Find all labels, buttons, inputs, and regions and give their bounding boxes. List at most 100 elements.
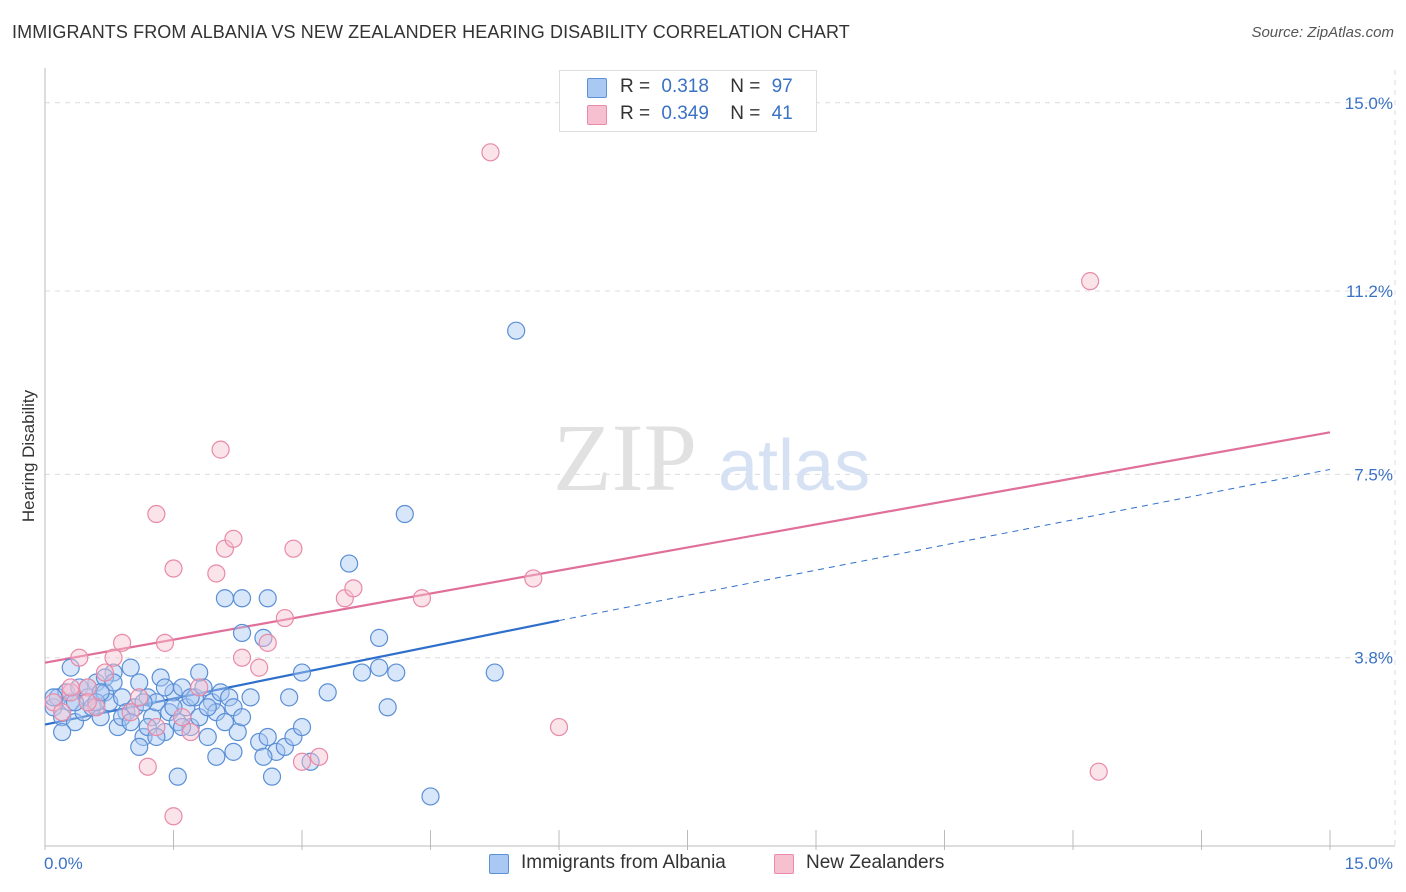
albania-point bbox=[340, 554, 359, 573]
y-tick-label: 3.8% bbox=[1354, 649, 1393, 668]
albania-point bbox=[220, 688, 239, 707]
nz-point bbox=[155, 633, 175, 652]
y-axis-title: Hearing Disability bbox=[19, 389, 38, 522]
albania-point bbox=[198, 727, 217, 747]
albania-point bbox=[164, 683, 183, 702]
albania-point bbox=[228, 722, 247, 742]
albania-point bbox=[215, 589, 234, 608]
watermark-atlas: atlas bbox=[718, 426, 870, 506]
albania-trend-extension bbox=[558, 468, 1331, 622]
nz-point bbox=[53, 703, 72, 722]
nz-point bbox=[258, 633, 277, 652]
trend-lines bbox=[44, 431, 1331, 726]
albania-point bbox=[370, 628, 389, 647]
nz-point bbox=[292, 752, 312, 771]
source-label: Source: ZipAtlas.com bbox=[1251, 24, 1394, 41]
albania-point bbox=[507, 321, 526, 340]
albania-trend-line bbox=[44, 619, 560, 726]
chart-title: IMMIGRANTS FROM ALBANIA VS NEW ZEALANDER… bbox=[12, 22, 850, 42]
albania-point bbox=[224, 742, 243, 761]
legend-r-label: R = bbox=[620, 103, 651, 124]
nz-point bbox=[310, 747, 329, 766]
albania-legend-label: Immigrants from Albania bbox=[521, 852, 726, 873]
albania-point bbox=[292, 663, 312, 682]
nz-point bbox=[1089, 762, 1108, 781]
nz-point bbox=[112, 633, 132, 652]
albania-point bbox=[232, 589, 252, 608]
nz-point bbox=[164, 807, 183, 826]
albania-point bbox=[168, 767, 187, 786]
legend-text: R = 0.349 N = 41 bbox=[620, 103, 793, 125]
nz-point bbox=[524, 569, 543, 588]
nz-point bbox=[147, 504, 166, 524]
nz-point bbox=[275, 608, 294, 628]
nz-point bbox=[61, 678, 80, 697]
albania-point bbox=[250, 732, 269, 752]
albania-point bbox=[207, 747, 226, 766]
x-tick-label: 15.0% bbox=[1345, 854, 1393, 873]
nz-legend-label: New Zealanders bbox=[806, 852, 945, 873]
albania-point bbox=[151, 668, 170, 687]
y-tick-label: 11.2% bbox=[1346, 282, 1393, 301]
legend-n-value: 41 bbox=[771, 103, 793, 124]
albania-point bbox=[130, 737, 149, 757]
albania-point bbox=[190, 663, 209, 682]
nz-point bbox=[130, 688, 149, 707]
nz-point bbox=[121, 703, 140, 722]
albania-point bbox=[65, 693, 85, 712]
albania-point bbox=[121, 658, 140, 677]
albania-point bbox=[421, 787, 440, 806]
y-tick-labels: 3.8% 7.5% 11.2% 15.0% bbox=[1345, 94, 1393, 668]
albania-point bbox=[280, 688, 299, 707]
albania-point bbox=[232, 708, 252, 727]
nz-point bbox=[70, 648, 89, 667]
albania-point bbox=[130, 673, 149, 692]
legend-text: R = 0.318 N = 97 bbox=[620, 76, 793, 98]
albania-point bbox=[352, 663, 372, 682]
nz-point bbox=[207, 564, 226, 583]
albania-point bbox=[142, 708, 162, 727]
albania-point bbox=[211, 683, 230, 702]
nz-point bbox=[172, 708, 192, 727]
albania-swatch bbox=[587, 78, 607, 98]
nz-point bbox=[1081, 272, 1100, 291]
nz-point bbox=[147, 717, 166, 737]
albania-point bbox=[95, 668, 115, 687]
albania-point bbox=[378, 698, 397, 717]
nz-point bbox=[78, 693, 97, 712]
y-tick-label: 15.0% bbox=[1345, 94, 1393, 113]
y-tick-label: 7.5% bbox=[1354, 465, 1393, 484]
albania-legend-swatch bbox=[489, 854, 509, 874]
albania-point bbox=[198, 698, 217, 717]
nz-point bbox=[481, 143, 500, 162]
legend-r-label: R = bbox=[620, 76, 651, 97]
nz-legend-swatch bbox=[774, 854, 794, 874]
watermark-zip: ZIP bbox=[553, 404, 697, 511]
nz-point bbox=[549, 717, 569, 737]
legend-n-label: N = bbox=[730, 103, 761, 124]
nz-point bbox=[61, 683, 80, 702]
grid-lines bbox=[45, 70, 1396, 846]
nz-point bbox=[232, 648, 252, 667]
albania-point bbox=[172, 717, 192, 737]
x-tick-label: 0.0% bbox=[44, 854, 83, 873]
albania-point bbox=[395, 504, 414, 524]
nz-point bbox=[344, 579, 363, 598]
nz-point bbox=[138, 757, 157, 776]
albania-point bbox=[254, 747, 273, 766]
nz-point bbox=[190, 678, 209, 697]
albania-point bbox=[155, 678, 175, 697]
albania-point bbox=[194, 678, 213, 697]
nz-point bbox=[87, 698, 106, 717]
series-legend: Immigrants from Albania New Zealanders bbox=[0, 852, 1406, 878]
legend-n-label: N = bbox=[730, 76, 761, 97]
correlation-legend: R = 0.318 N = 97 R = 0.349 N = 41 bbox=[559, 70, 817, 132]
nz-point bbox=[104, 648, 123, 667]
legend-n-value: 97 bbox=[771, 76, 793, 97]
nz-point bbox=[181, 722, 200, 742]
data-points bbox=[44, 143, 1108, 826]
albania-point bbox=[387, 663, 406, 682]
nz-swatch bbox=[587, 105, 607, 125]
albania-point bbox=[241, 688, 260, 707]
